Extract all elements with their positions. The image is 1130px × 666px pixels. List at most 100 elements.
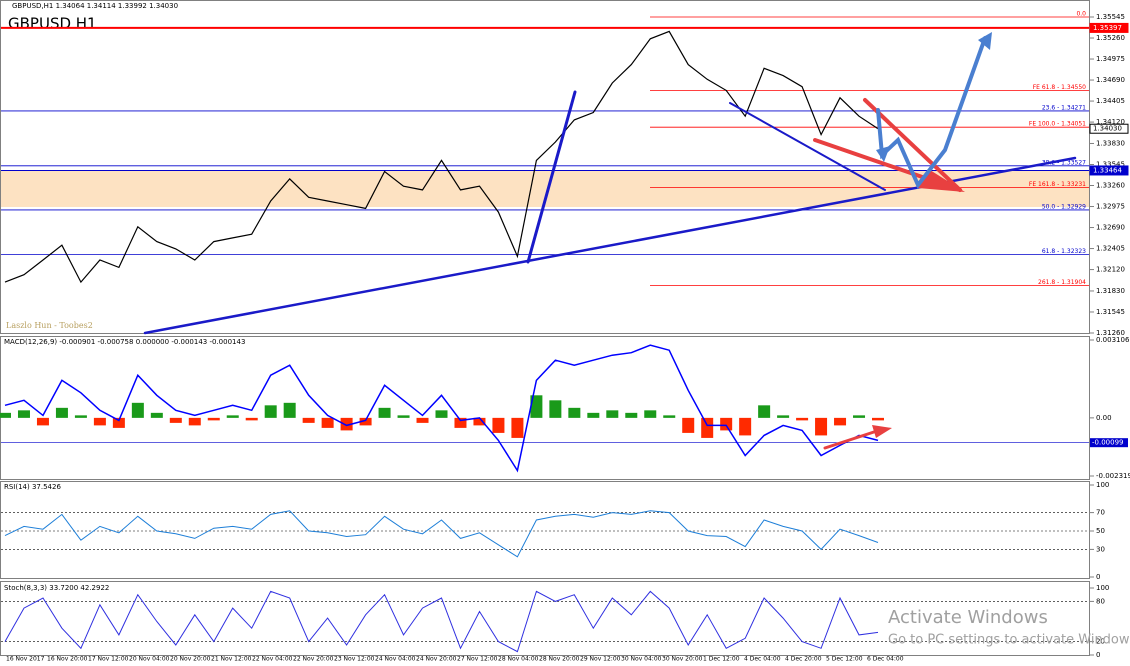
histogram-bar — [473, 417, 486, 426]
pane-borders — [0, 0, 1090, 656]
histogram-bar — [511, 417, 524, 438]
level-label: 50.0 - 1.32929 — [1042, 203, 1086, 210]
y-tick-label: 30 — [1096, 545, 1105, 553]
y-tick-label: 20 — [1096, 638, 1105, 646]
x-tick-label: 30 Nov 20:00 — [662, 656, 703, 663]
rsi-line — [4, 510, 879, 558]
price-line — [4, 30, 879, 284]
histogram-bar — [131, 402, 144, 418]
histogram-bar — [777, 415, 790, 418]
y-tick-label: 1.32975 — [1096, 203, 1125, 211]
x-tick-label: 4 Dec 04:00 — [744, 656, 781, 663]
histogram-bar — [302, 417, 315, 423]
histogram-bar — [36, 417, 49, 426]
y-tick-label: 100 — [1096, 584, 1109, 592]
histogram-bar — [264, 405, 277, 418]
x-tick-label: 4 Dec 20:00 — [785, 656, 822, 663]
x-tick-label: 23 Nov 12:00 — [334, 656, 375, 663]
histogram-bar — [834, 417, 847, 426]
histogram-bar — [872, 417, 884, 421]
x-tick-label: 5 Dec 12:00 — [826, 656, 863, 663]
histogram-bar — [568, 407, 581, 418]
x-tick-label: 28 Nov 20:00 — [539, 656, 580, 663]
macd-level-box — [1090, 438, 1128, 448]
histogram-bar — [93, 417, 106, 426]
macd-level-label: -0.00099 — [1092, 439, 1123, 447]
activation-subtitle: Go to PC settings to activate Windows. — [888, 633, 1130, 648]
annotations — [143, 32, 1077, 450]
histogram-bar — [796, 417, 809, 421]
level-label: FE 161.8 - 1.33231 — [1029, 181, 1086, 188]
level-label: 0.0 — [1076, 11, 1086, 18]
rsi-title: RSI(14) 37.5426 — [4, 483, 61, 491]
y-tick-label: 1.35260 — [1096, 34, 1125, 42]
price-box — [1089, 22, 1129, 33]
y-tick-label: 0.003106 — [1096, 336, 1130, 344]
histogram-bar — [226, 415, 239, 418]
histogram-bar — [378, 407, 391, 418]
symbol-label: GBPUSD H1 — [8, 15, 97, 33]
x-tick-label: 30 Nov 04:00 — [621, 656, 662, 663]
histogram-bar — [663, 415, 676, 418]
x-tick-label: 21 Nov 12:00 — [211, 656, 252, 663]
histogram-bar — [169, 417, 182, 423]
histogram-bar — [739, 417, 752, 436]
histogram-bar — [397, 415, 410, 418]
histogram-bar — [435, 410, 448, 418]
stoch-title: Stoch(8,3,3) 33.7200 42.2922 — [4, 584, 109, 592]
price-box-label: 1.35397 — [1093, 24, 1122, 32]
x-tick-label: 17 Nov 12:00 — [88, 656, 129, 663]
x-tick-label: 6 Dec 04:00 — [867, 656, 904, 663]
histogram-bar — [625, 412, 638, 418]
x-tick-label: 24 Nov 04:00 — [375, 656, 416, 663]
stoch-line — [4, 590, 879, 653]
histogram-bar — [530, 395, 543, 418]
histogram-bar — [207, 417, 220, 421]
x-tick-label: 16 Nov 2017 — [6, 656, 45, 663]
histogram-bar — [245, 417, 258, 421]
x-tick-label: 22 Nov 20:00 — [293, 656, 334, 663]
y-tick-label: 70 — [1096, 509, 1105, 517]
price-box — [1089, 123, 1129, 134]
histogram-bar — [853, 415, 866, 418]
histogram-bar — [55, 407, 68, 418]
y-tick-label: 1.33545 — [1096, 160, 1125, 168]
histogram-bar — [0, 412, 11, 418]
level-label: FE 100.0 - 1.34051 — [1029, 121, 1086, 128]
y-tick-label: 1.34690 — [1096, 76, 1125, 84]
x-tick-label: 27 Nov 12:00 — [457, 656, 498, 663]
y-tick-label: 1.32690 — [1096, 224, 1125, 232]
level-label: 261.8 - 1.31904 — [1038, 279, 1086, 286]
macd-title: MACD(12,26,9) -0.000901 -0.000758 0.0000… — [4, 338, 245, 346]
watermark: Laszlo Hun - Toobes2 — [6, 321, 93, 330]
price-box — [1089, 165, 1129, 176]
histogram-bar — [720, 417, 733, 431]
histogram-bar — [758, 405, 771, 418]
histogram-bar — [112, 417, 125, 428]
x-tick-label: 22 Nov 04:00 — [252, 656, 293, 663]
histogram-bar — [188, 417, 201, 426]
y-tick-label: 1.33260 — [1096, 182, 1125, 190]
x-tick-label: 28 Nov 04:00 — [498, 656, 539, 663]
histogram-bar — [359, 417, 372, 426]
y-tick-label: 80 — [1096, 597, 1105, 605]
y-tick-label: 0 — [1096, 651, 1100, 659]
y-tick-label: 1.34975 — [1096, 55, 1125, 63]
histogram-bar — [587, 412, 600, 418]
y-tick-label: 1.34405 — [1096, 97, 1125, 105]
histogram-bar — [606, 410, 619, 418]
histogram-bar — [340, 417, 353, 431]
activation-title: Activate Windows — [888, 607, 1048, 628]
y-tick-label: 1.33830 — [1096, 139, 1125, 147]
y-tick-label: 1.31830 — [1096, 287, 1125, 295]
y-tick-label: 0.00 — [1096, 414, 1112, 422]
level-label: 23.6 - 1.34271 — [1042, 104, 1086, 111]
y-tick-label: 1.32405 — [1096, 245, 1125, 253]
price-box-label: 1.33464 — [1093, 166, 1122, 174]
histogram-bar — [644, 410, 657, 418]
x-tick-label: 1 Dec 12:00 — [703, 656, 740, 663]
histogram-bar — [74, 415, 87, 418]
level-label: FE 61.8 - 1.34550 — [1033, 84, 1086, 91]
